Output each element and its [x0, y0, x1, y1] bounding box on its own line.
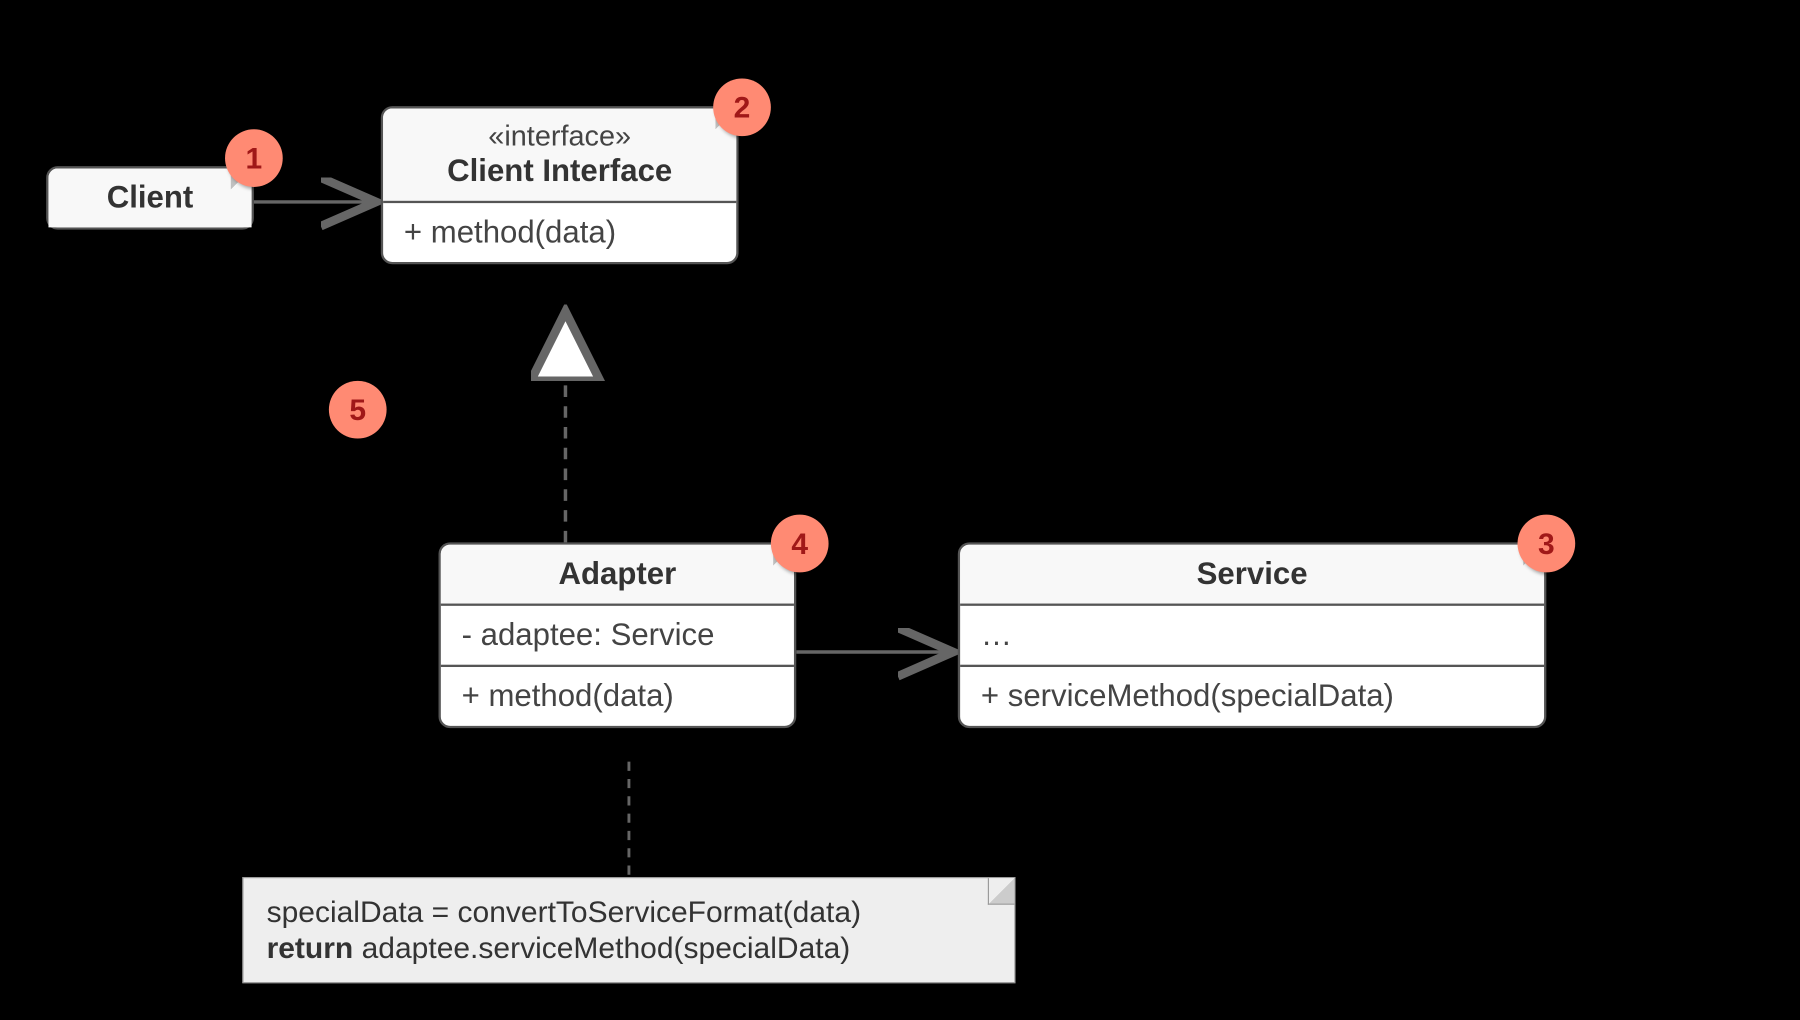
class-service-title: Service — [983, 556, 1521, 592]
class-service-method: + serviceMethod(specialData) — [960, 665, 1544, 726]
class-adapter-method: + method(data) — [441, 665, 794, 726]
class-client-interface: «interface» Client Interface + method(da… — [381, 106, 739, 264]
class-client-interface-stereotype: «interface» — [406, 120, 713, 153]
note-return-keyword: return — [267, 930, 354, 965]
class-client-interface-method: + method(data) — [383, 201, 736, 262]
class-adapter-title: Adapter — [464, 556, 771, 592]
callout-badge-1: 1 — [225, 129, 283, 187]
class-client-title: Client — [72, 180, 229, 216]
note-line-2-rest: adaptee.serviceMethod(specialData) — [353, 930, 850, 965]
class-adapter-field: - adaptee: Service — [441, 604, 794, 665]
class-client: Client — [46, 166, 254, 229]
class-service-field: … — [960, 604, 1544, 665]
note-line-1: specialData = convertToServiceFormat(dat… — [267, 894, 992, 930]
callout-badge-3: 3 — [1518, 515, 1576, 573]
callout-badge-4: 4 — [771, 515, 829, 573]
class-adapter: Adapter - adaptee: Service + method(data… — [439, 542, 797, 728]
class-service: Service … + serviceMethod(specialData) — [958, 542, 1547, 728]
callout-badge-2: 2 — [713, 78, 771, 136]
note-line-2: return adaptee.serviceMethod(specialData… — [267, 930, 992, 966]
diagram-canvas: Client «interface» Client Interface + me… — [0, 0, 1800, 1016]
class-client-interface-title: Client Interface — [406, 153, 713, 189]
callout-badge-5: 5 — [329, 381, 387, 439]
pseudocode-note: specialData = convertToServiceFormat(dat… — [242, 877, 1015, 983]
